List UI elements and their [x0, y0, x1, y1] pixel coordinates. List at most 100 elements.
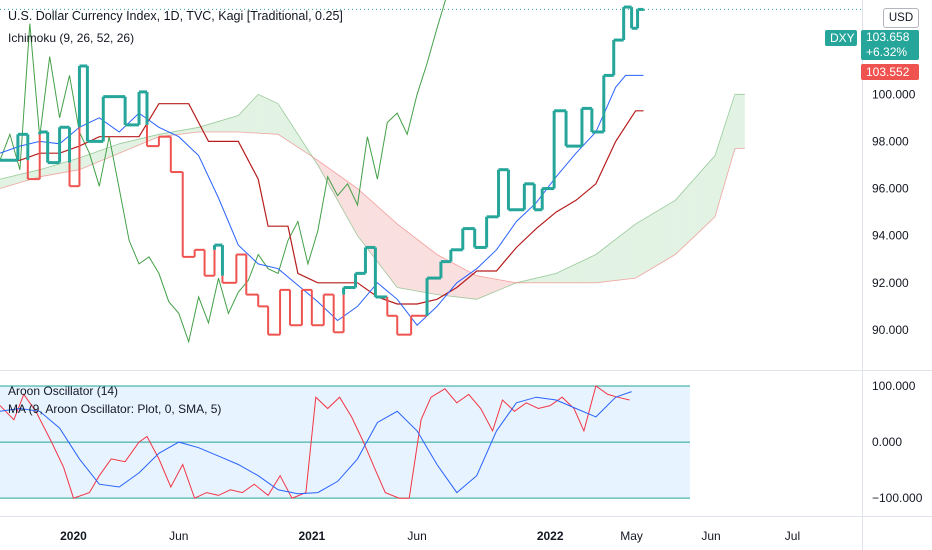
- ichimoku-cloud-segment: [482, 276, 486, 297]
- ichimoku-cloud-segment: [729, 100, 733, 166]
- ichimoku-cloud-segment: [580, 260, 584, 283]
- ichimoku-cloud-segment: [417, 239, 421, 292]
- ichimoku-cloud-segment: [476, 275, 480, 300]
- ichimoku-cloud-segment: [697, 172, 701, 234]
- ichimoku-cloud-segment: [92, 152, 96, 165]
- ichimoku-cloud-segment: [366, 196, 370, 252]
- ichimoku-cloud-segment: [712, 155, 716, 220]
- ichimoku-cloud-segment: [223, 119, 227, 132]
- oscillator-axis-label: 0.000: [872, 435, 902, 449]
- ichimoku-cloud-segment: [679, 192, 683, 251]
- ichimoku-cloud-segment: [732, 94, 736, 156]
- ichimoku-cloud-segment: [50, 165, 54, 175]
- ichimoku-cloud-segment: [726, 109, 730, 176]
- ichimoku-cloud-segment: [44, 167, 48, 176]
- ichimoku-cloud-segment: [250, 99, 254, 133]
- ichimoku-cloud-segment: [408, 232, 412, 290]
- ichimoku-cloud-segment: [29, 171, 33, 180]
- ichimoku-cloud-segment: [572, 264, 575, 283]
- time-axis-label: Jun: [407, 529, 426, 543]
- ichimoku-cloud-segment: [613, 238, 617, 281]
- ichimoku-cloud-segment: [646, 215, 650, 272]
- aroon-oscillator-line: [0, 385, 630, 499]
- time-axis-label: 2021: [298, 529, 325, 543]
- ichimoku-cloud-segment: [387, 215, 391, 279]
- ichimoku-cloud-segment: [673, 199, 677, 256]
- previous-price-value: 103.552: [866, 65, 910, 79]
- ichimoku-cloud-segment: [577, 261, 581, 283]
- ichimoku-legend[interactable]: Ichimoku (9, 26, 52, 26): [8, 31, 135, 45]
- ichimoku-cloud-segment: [402, 227, 406, 289]
- ichimoku-cloud-segment: [643, 217, 647, 274]
- ichimoku-cloud-segment: [533, 278, 537, 283]
- ichimoku-cloud-segment: [607, 243, 611, 282]
- ichimoku-cloud-segment: [288, 120, 292, 144]
- price-axis-label: 92.000: [872, 276, 909, 290]
- ichimoku-cloud-segment: [137, 138, 141, 146]
- ichimoku-cloud-segment: [327, 167, 331, 188]
- base-line: [0, 103, 644, 305]
- ichimoku-cloud-segment: [595, 252, 599, 283]
- ichimoku-cloud-segment: [694, 175, 698, 237]
- ichimoku-cloud-segment: [530, 278, 534, 283]
- ichimoku-cloud-segment: [610, 240, 614, 282]
- ichimoku-cloud-segment: [271, 100, 275, 135]
- currency-button[interactable]: USD: [883, 8, 919, 28]
- ichimoku-cloud-segment: [354, 186, 358, 236]
- ichimoku-cloud-segment: [98, 150, 102, 162]
- ichimoku-cloud-segment: [598, 249, 602, 283]
- ichimoku-cloud-segment: [5, 176, 9, 187]
- ichimoku-cloud-segment: [8, 176, 12, 186]
- ichimoku-cloud-segment: [420, 241, 424, 293]
- ichimoku-cloud-segment: [351, 184, 355, 231]
- ichimoku-cloud-segment: [259, 94, 263, 134]
- ichimoku-cloud-segment: [208, 123, 212, 132]
- ichimoku-cloud-segment: [601, 247, 605, 283]
- ichimoku-cloud-segment: [193, 127, 197, 133]
- ichimoku-cloud-segment: [628, 226, 632, 279]
- ichimoku-cloud-segment: [205, 124, 209, 132]
- ichimoku-cloud-segment: [363, 193, 367, 248]
- ichimoku-cloud-segment: [101, 149, 105, 161]
- ichimoku-cloud-segment: [619, 233, 623, 280]
- symbol-tag: DXY: [825, 30, 857, 46]
- ichimoku-cloud-segment: [283, 111, 287, 140]
- lagging-span-line: [0, 0, 447, 344]
- ichimoku-cloud-segment: [74, 158, 78, 171]
- ichimoku-cloud-segment: [545, 275, 549, 283]
- ichimoku-cloud-segment: [214, 121, 218, 132]
- ichimoku-cloud-segment: [2, 177, 6, 188]
- ichimoku-cloud-segment: [128, 140, 132, 150]
- ichimoku-cloud-segment: [241, 109, 245, 133]
- ichimoku-cloud-segment: [700, 168, 704, 231]
- ichimoku-cloud-segment: [140, 138, 144, 145]
- ichimoku-cloud-segment: [574, 263, 578, 283]
- ichimoku-cloud-segment: [446, 259, 450, 297]
- ichimoku-cloud-segment: [62, 162, 66, 173]
- ichimoku-cloud-segment: [741, 94, 745, 149]
- ichimoku-cloud-segment: [658, 208, 662, 265]
- ichimoku-cloud-segment: [399, 225, 403, 289]
- ichimoku-cloud-segment: [211, 122, 215, 132]
- ichimoku-cloud-segment: [277, 103, 281, 136]
- ichimoku-cloud-segment: [455, 264, 459, 298]
- ichimoku-cloud-segment: [268, 98, 272, 134]
- ichimoku-cloud-segment: [634, 222, 638, 279]
- ichimoku-cloud-segment: [661, 206, 665, 263]
- time-axis-label: Jun: [169, 529, 188, 543]
- aroon-ma-legend[interactable]: MA (9, Aroon Oscillator: Plot, 0, SMA, 5…: [8, 402, 222, 416]
- aroon-legend[interactable]: Aroon Oscillator (14): [8, 384, 119, 398]
- ichimoku-cloud-segment: [470, 272, 474, 299]
- price-axis-label: 94.000: [872, 229, 909, 243]
- leading-span-a-line: [0, 93, 745, 300]
- ichimoku-cloud-segment: [83, 155, 87, 169]
- ichimoku-cloud-segment: [670, 201, 674, 258]
- ichimoku-cloud-segment: [59, 162, 63, 174]
- change-value: +6.32%: [866, 45, 908, 59]
- previous-price-tag: 103.552: [861, 64, 919, 80]
- ichimoku-cloud-segment: [131, 140, 135, 149]
- ichimoku-cloud-segment: [17, 174, 21, 184]
- ichimoku-cloud-segment: [384, 212, 388, 275]
- ichimoku-cloud-segment: [720, 127, 724, 197]
